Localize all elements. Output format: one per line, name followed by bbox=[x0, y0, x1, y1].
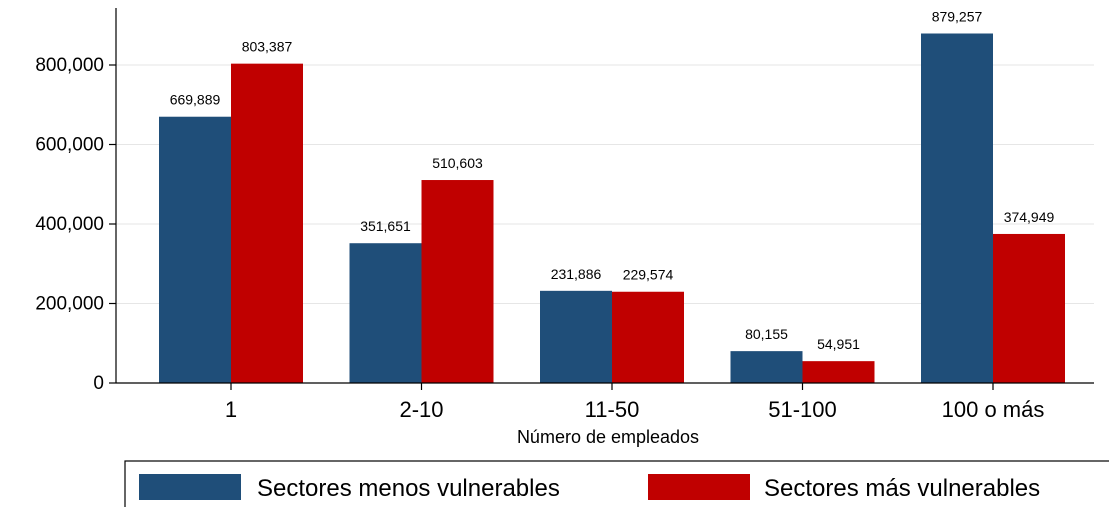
data-label: 879,257 bbox=[932, 8, 983, 24]
legend-label: Sectores más vulnerables bbox=[764, 475, 1040, 502]
y-tick-label: 400,000 bbox=[35, 214, 104, 235]
bar-menos-vulnerables bbox=[921, 33, 993, 384]
legend-box bbox=[124, 460, 1109, 507]
x-tick-label: 1 bbox=[225, 397, 237, 422]
data-label: 231,886 bbox=[551, 266, 602, 282]
y-tick-label: 800,000 bbox=[35, 55, 104, 76]
legend: Sectores menos vulnerables Sectores más v… bbox=[124, 460, 1109, 507]
bar-mas-vulnerables bbox=[802, 361, 875, 383]
bar-menos-vulnerables bbox=[540, 290, 612, 383]
bar-menos-vulnerables bbox=[349, 243, 422, 383]
data-label: 669,889 bbox=[170, 92, 221, 108]
legend-swatch bbox=[139, 474, 241, 500]
data-label: 229,574 bbox=[623, 267, 674, 283]
axes-group: 0 200,000 400,000 600,000 800,000 1 2-10 11-50 5… bbox=[35, 8, 1094, 422]
legend-label: Sectores menos vulnerables bbox=[257, 475, 560, 502]
data-label: 510,603 bbox=[432, 155, 483, 171]
data-label: 351,651 bbox=[360, 218, 411, 234]
data-label: 80,155 bbox=[745, 326, 788, 342]
y-tick-label: 0 bbox=[93, 373, 104, 394]
x-tick-label: 100 o más bbox=[942, 397, 1045, 422]
bar-mas-vulnerables bbox=[612, 291, 684, 383]
y-tick-label: 600,000 bbox=[35, 135, 104, 156]
bars-group bbox=[159, 33, 1065, 384]
y-tick-label: 200,000 bbox=[35, 294, 104, 315]
bar-menos-vulnerables bbox=[159, 116, 231, 384]
bar-mas-vulnerables bbox=[231, 63, 303, 384]
bar-menos-vulnerables bbox=[730, 351, 803, 383]
bar-mas-vulnerables bbox=[993, 233, 1065, 383]
x-tick-label: 11-50 bbox=[585, 397, 640, 422]
legend-swatch bbox=[648, 474, 750, 500]
data-label: 54,951 bbox=[817, 336, 860, 352]
data-labels-group: 669,889 803,387 351,651 510,603 231,886 229,5… bbox=[170, 8, 1055, 352]
bar-mas-vulnerables bbox=[421, 180, 494, 383]
x-tick-label: 2-10 bbox=[399, 397, 443, 422]
x-axis-title: Número de empleados bbox=[517, 427, 699, 447]
data-label: 374,949 bbox=[1004, 209, 1055, 225]
data-label: 803,387 bbox=[242, 39, 293, 55]
x-tick-label: 51-100 bbox=[768, 397, 837, 422]
